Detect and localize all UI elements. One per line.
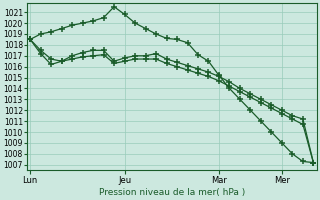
X-axis label: Pression niveau de la mer( hPa ): Pression niveau de la mer( hPa ) bbox=[99, 188, 245, 197]
